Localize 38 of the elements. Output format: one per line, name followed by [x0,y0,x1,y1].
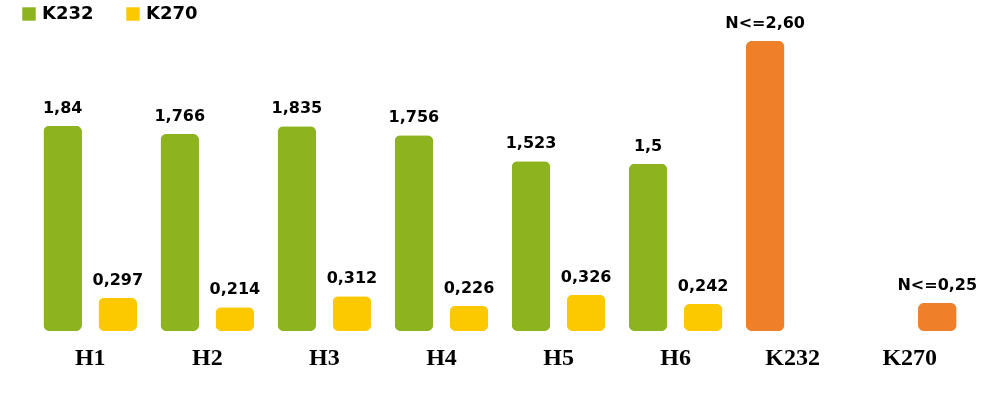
data-label: 1,84 [42,97,83,117]
legend-label: K232 [42,2,94,23]
bar [511,161,551,331]
data-label: 1,5 [633,135,663,155]
legend-label: K270 [146,2,198,23]
x-tick-label: H6 [660,343,691,370]
data-label: 1,523 [505,133,557,153]
data-label: 1,756 [388,107,440,127]
data-label: 1,835 [271,98,323,118]
bar [394,135,434,331]
bar [449,305,489,331]
bar [918,303,957,331]
bar [160,134,200,331]
bar [43,125,82,331]
bar [628,163,668,331]
bar [745,41,785,331]
bar [683,304,723,331]
data-label: N<=0,25 [897,275,978,295]
data-label: 0,297 [92,269,144,289]
x-tick-label: H4 [426,343,457,370]
data-label: 0,242 [677,276,729,296]
x-tick-label: H1 [74,343,106,370]
x-tick-label: K270 [882,343,938,370]
bar [566,294,606,331]
x-tick-label: K232 [765,343,821,370]
data-label: 0,326 [560,266,612,286]
data-label: 0,214 [209,279,261,299]
bar [98,297,138,331]
bar [215,307,255,331]
data-label: N<=2,60 [725,13,805,32]
bar [332,296,372,331]
data-label: 0,226 [443,277,495,297]
bar [277,126,317,331]
x-tick-label: H2 [191,343,223,370]
x-tick-label: H5 [543,343,574,370]
x-tick-label: H3 [309,343,340,370]
data-label: 1,766 [154,106,206,126]
data-label: 0,312 [326,268,378,288]
